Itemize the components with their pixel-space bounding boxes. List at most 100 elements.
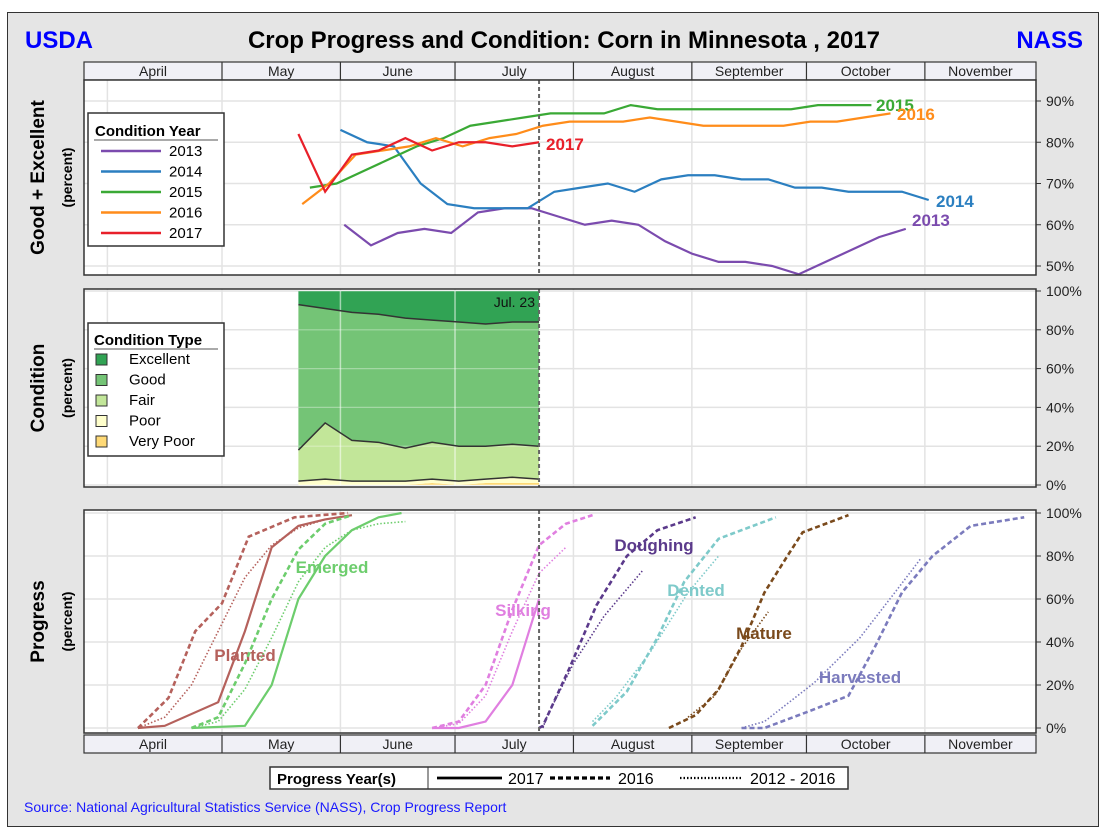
current-week-annotation: Jul. 23 [494, 294, 535, 310]
legend-entry: 2017 [508, 771, 544, 788]
stage-planted: Planted [137, 511, 353, 730]
stage-label: Dented [667, 581, 725, 600]
progress-line-2016 [431, 513, 593, 730]
y-tick-label: 60% [1046, 217, 1074, 233]
plot-area [84, 289, 1036, 487]
month-label: April [139, 736, 167, 752]
area-excellent [298, 291, 540, 324]
y-tick-label: 20% [1046, 677, 1074, 693]
series-end-label: 2015 [876, 96, 914, 115]
stage-harvested: Harvested [741, 516, 1025, 730]
progress-line-2016 [190, 513, 353, 730]
chart-title: Crop Progress and Condition: Corn in Min… [248, 27, 880, 54]
series-line-2017 [297, 133, 540, 194]
area-poor [298, 477, 540, 485]
source-note: Source: National Agricultural Statistics… [24, 799, 507, 815]
progress-line-2016 [137, 511, 349, 729]
series-end-label: 2017 [546, 135, 584, 154]
legend-swatch [95, 435, 108, 448]
y-tick-label: 50% [1046, 258, 1074, 274]
legend-entry: 2012 - 2016 [750, 771, 836, 788]
progress-year-legend: Progress Year(s) 2017 2016 2012 - 2016 [269, 766, 849, 790]
month-label: October [841, 736, 891, 752]
area-fair [298, 422, 540, 482]
y-tick-label: 80% [1046, 548, 1074, 564]
area-good [298, 304, 540, 451]
legend-entry: Very Poor [129, 433, 195, 450]
panel-3: 0% 20% 40% 60% 80% 100% Progress (percent) [28, 505, 1082, 736]
legend-box [87, 112, 225, 247]
y-axis-title: Good + Excellent [28, 99, 49, 254]
stage-label: Emerged [296, 558, 369, 577]
boundary-line [298, 476, 540, 482]
month-label: September [715, 736, 784, 752]
series-line-2014 [339, 128, 930, 210]
progress-line-2012-2016 [191, 520, 406, 729]
y-tick-label: 40% [1046, 634, 1074, 650]
legend-entry: 2016 [618, 771, 654, 788]
stage-emerged: Emerged [190, 511, 406, 730]
y-tick-label: 80% [1046, 322, 1074, 338]
progress-line-2012-2016 [542, 570, 643, 729]
panel-2: 0% 20% 40% 60% 80% 100% Condition (percent) [28, 283, 1082, 493]
nass-logo: NASS [1016, 27, 1083, 54]
progress-line-2016 [741, 516, 1025, 730]
stage-label: Doughing [614, 536, 693, 555]
bottom-month-axis: April May June July August September October No… [83, 734, 1037, 754]
condition-year-legend: Condition Year 2013 2014 2015 2016 2017 [87, 112, 225, 247]
usda-logo: USDA [25, 27, 93, 54]
legend-swatch [95, 394, 108, 407]
panel-border [83, 79, 1037, 276]
legend-swatch [95, 415, 108, 427]
plot-area [84, 510, 1036, 733]
legend-entry: Fair [129, 392, 155, 409]
y-tick-label: 0% [1046, 720, 1066, 736]
progress-line-2012-2016 [591, 555, 720, 723]
month-label: July [502, 736, 527, 752]
y-axis-subtitle: (percent) [59, 148, 75, 208]
legend-swatch [95, 353, 108, 366]
month-strip-bg [83, 61, 1037, 81]
panel-border [83, 509, 1037, 734]
y-tick-label: 70% [1046, 176, 1074, 192]
month-label: July [502, 63, 527, 79]
legend-title: Condition Type [94, 332, 202, 349]
progress-line-2016 [538, 516, 697, 730]
progress-line-2016 [591, 516, 777, 727]
month-label: August [611, 63, 655, 79]
month-label: November [948, 736, 1013, 752]
legend-entry: 2014 [169, 164, 202, 181]
month-label: May [268, 63, 294, 79]
stage-doughing: Doughing [538, 516, 697, 730]
month-label: September [715, 63, 784, 79]
month-strip-bg [83, 734, 1037, 754]
panel-border [83, 288, 1037, 488]
area-very-poor [298, 483, 540, 485]
y-tick-label: 40% [1046, 399, 1074, 415]
y-tick-label: 80% [1046, 134, 1074, 150]
month-label: June [383, 63, 414, 79]
month-label: June [383, 736, 414, 752]
boundary-line [298, 303, 540, 325]
boundary-line [297, 421, 540, 451]
legend-entry: Good [129, 372, 166, 389]
series-line-2015 [309, 103, 872, 189]
month-label: November [948, 63, 1013, 79]
y-tick-label: 60% [1046, 591, 1074, 607]
y-tick-label: 60% [1046, 361, 1074, 377]
stage-dented: Dented [591, 516, 777, 727]
month-label: October [841, 63, 891, 79]
progress-line-2016 [668, 513, 849, 730]
series-end-label: 2014 [936, 192, 974, 211]
y-axis-title: Condition [28, 344, 49, 433]
series-line-2016 [301, 112, 891, 205]
progress-line-2017 [432, 598, 541, 730]
progress-line-2017 [191, 511, 402, 730]
y-axis-title: Progress [28, 580, 49, 662]
y-tick-label: 90% [1046, 93, 1074, 109]
y-tick-label: 20% [1046, 438, 1074, 454]
month-label: May [268, 736, 294, 752]
y-tick-label: 100% [1046, 283, 1082, 299]
series-line-2013 [343, 207, 907, 276]
